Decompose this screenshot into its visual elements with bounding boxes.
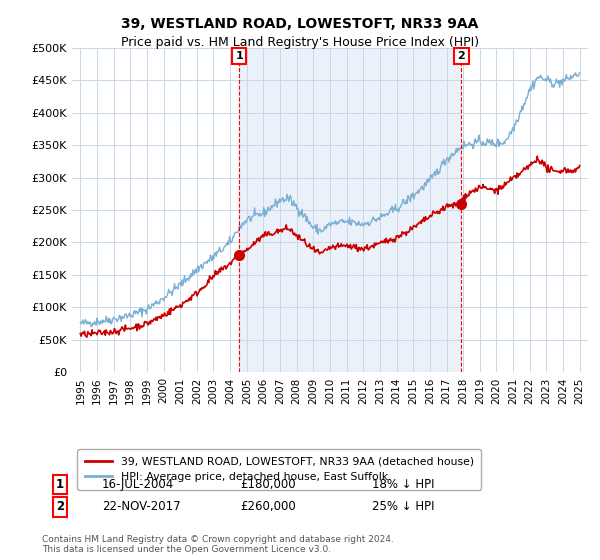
Legend: 39, WESTLAND ROAD, LOWESTOFT, NR33 9AA (detached house), HPI: Average price, det: 39, WESTLAND ROAD, LOWESTOFT, NR33 9AA (… [77, 449, 481, 490]
Text: 16-JUL-2004: 16-JUL-2004 [102, 478, 174, 491]
Text: 22-NOV-2017: 22-NOV-2017 [102, 500, 181, 514]
Text: £260,000: £260,000 [240, 500, 296, 514]
Text: £180,000: £180,000 [240, 478, 296, 491]
Text: Contains HM Land Registry data © Crown copyright and database right 2024.
This d: Contains HM Land Registry data © Crown c… [42, 535, 394, 554]
Text: 1: 1 [56, 478, 64, 491]
Bar [239, 48, 461, 372]
Text: Price paid vs. HM Land Registry's House Price Index (HPI): Price paid vs. HM Land Registry's House … [121, 36, 479, 49]
Text: 25% ↓ HPI: 25% ↓ HPI [372, 500, 434, 514]
Text: 2: 2 [56, 500, 64, 514]
Text: 1: 1 [235, 51, 243, 61]
Text: 39, WESTLAND ROAD, LOWESTOFT, NR33 9AA: 39, WESTLAND ROAD, LOWESTOFT, NR33 9AA [121, 17, 479, 31]
Text: 18% ↓ HPI: 18% ↓ HPI [372, 478, 434, 491]
Text: 2: 2 [458, 51, 466, 61]
